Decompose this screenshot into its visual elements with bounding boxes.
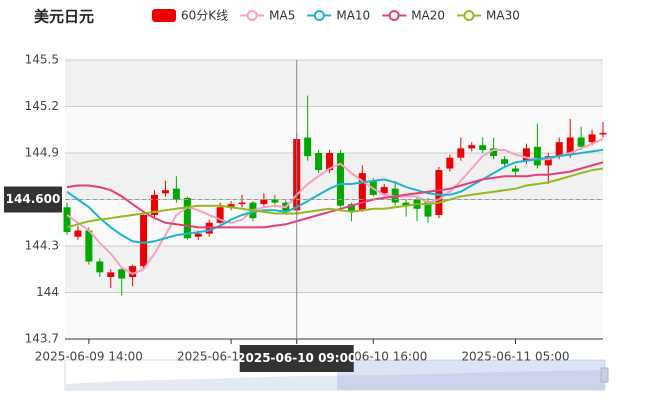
candle-body [129, 266, 137, 277]
candle-body [85, 230, 93, 262]
candle-body [161, 190, 169, 194]
x-tick-label: 2025-06-09 14:00 [35, 350, 143, 364]
candle-body [347, 204, 355, 212]
candle-body [479, 145, 487, 150]
y-tick-label: 145.2 [25, 99, 59, 113]
legend-label: 60分K线 [181, 9, 228, 23]
ma-line [66, 148, 604, 244]
candle-body [216, 207, 224, 223]
legend-swatch [463, 10, 475, 21]
candle-body [315, 153, 323, 171]
candle-body [544, 156, 552, 166]
candle-body [183, 197, 191, 239]
candle-body [172, 188, 180, 200]
candle-body [599, 132, 607, 135]
legend-swatch [152, 9, 176, 22]
y-tick-label: 145.5 [25, 53, 59, 67]
candle-body [227, 204, 235, 208]
split-area [65, 106, 603, 153]
candle-body [107, 272, 115, 277]
zoom-preview [65, 370, 605, 390]
candle-body [63, 207, 71, 233]
candle-body [260, 199, 268, 205]
candle-body [140, 215, 148, 267]
candle-body [118, 269, 126, 279]
legend-label: MA10 [336, 9, 370, 23]
candle-body [468, 145, 476, 149]
candle-body [511, 168, 519, 172]
y-tick-label: 144 [36, 285, 59, 299]
ma-line [66, 138, 604, 276]
candle-body [151, 194, 159, 215]
crosshair-y-label: 144.600 [6, 192, 61, 206]
candle-body [326, 153, 334, 171]
candle-body [490, 148, 498, 157]
candle-body [336, 153, 344, 206]
legend-label: MA5 [269, 9, 295, 23]
candle-body [588, 134, 596, 143]
candle-body [522, 148, 530, 161]
candle-body [304, 137, 312, 157]
legend-label: MA30 [486, 9, 520, 23]
candle-body [457, 148, 465, 158]
zoom-window[interactable] [337, 360, 605, 390]
candle-body [435, 170, 443, 215]
candle-body [402, 202, 410, 206]
y-tick-label: 143.7 [25, 332, 59, 346]
candle-body [501, 159, 509, 164]
x-tick-label: 2025-06-11 05:00 [461, 350, 569, 364]
candle-body [424, 201, 432, 217]
plot-area [65, 59, 603, 344]
split-area [65, 292, 603, 339]
legend-swatch [246, 10, 258, 21]
split-area [65, 60, 603, 107]
y-tick-label: 144.9 [25, 146, 59, 160]
candle-body [380, 187, 388, 194]
candle-body [74, 230, 82, 237]
candle-body [96, 261, 104, 273]
chart-title: 美元日元 [34, 8, 94, 26]
candle-body [533, 146, 541, 166]
y-tick-label: 144.3 [25, 239, 59, 253]
candle-body [566, 137, 574, 155]
candle-body [194, 233, 202, 237]
ma-line [66, 167, 604, 229]
legend-swatch [388, 10, 400, 21]
legend-label: MA20 [411, 9, 445, 23]
crosshair-x-box [239, 345, 354, 372]
legend-swatch [313, 10, 325, 21]
candle-body [555, 142, 563, 157]
crosshair-x-label: 2025-06-10 09:00 [237, 351, 356, 365]
zoom-handle[interactable] [600, 367, 609, 383]
candle-body [446, 157, 454, 169]
candle-body [577, 137, 585, 147]
candle-body [238, 202, 246, 205]
candle-body [271, 199, 279, 203]
candle-body [358, 173, 366, 211]
crosshair-y-box [4, 186, 62, 213]
